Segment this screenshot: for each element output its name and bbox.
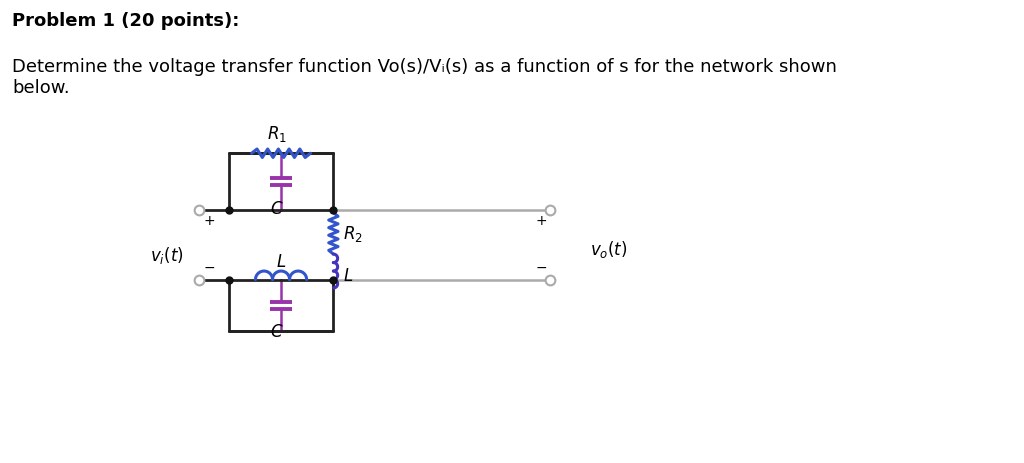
Text: $R_2$: $R_2$ — [343, 224, 362, 244]
Text: Problem 1 (20 points):: Problem 1 (20 points): — [12, 12, 240, 30]
Text: $C$: $C$ — [270, 323, 284, 340]
Text: $-$: $-$ — [203, 259, 215, 273]
Text: $+$: $+$ — [535, 213, 547, 228]
Text: $L$: $L$ — [275, 253, 286, 271]
Text: $R_1$: $R_1$ — [267, 124, 287, 144]
Text: $L$: $L$ — [343, 266, 353, 284]
Text: $v_o(t)$: $v_o(t)$ — [590, 239, 628, 260]
Text: $C$: $C$ — [270, 199, 284, 217]
Text: Determine the voltage transfer function Vo(s)/Vᵢ(s) as a function of ​s for the : Determine the voltage transfer function … — [12, 58, 838, 97]
Text: $+$: $+$ — [203, 213, 215, 228]
Text: $v_i(t)$: $v_i(t)$ — [150, 244, 183, 265]
Text: $-$: $-$ — [535, 259, 547, 273]
